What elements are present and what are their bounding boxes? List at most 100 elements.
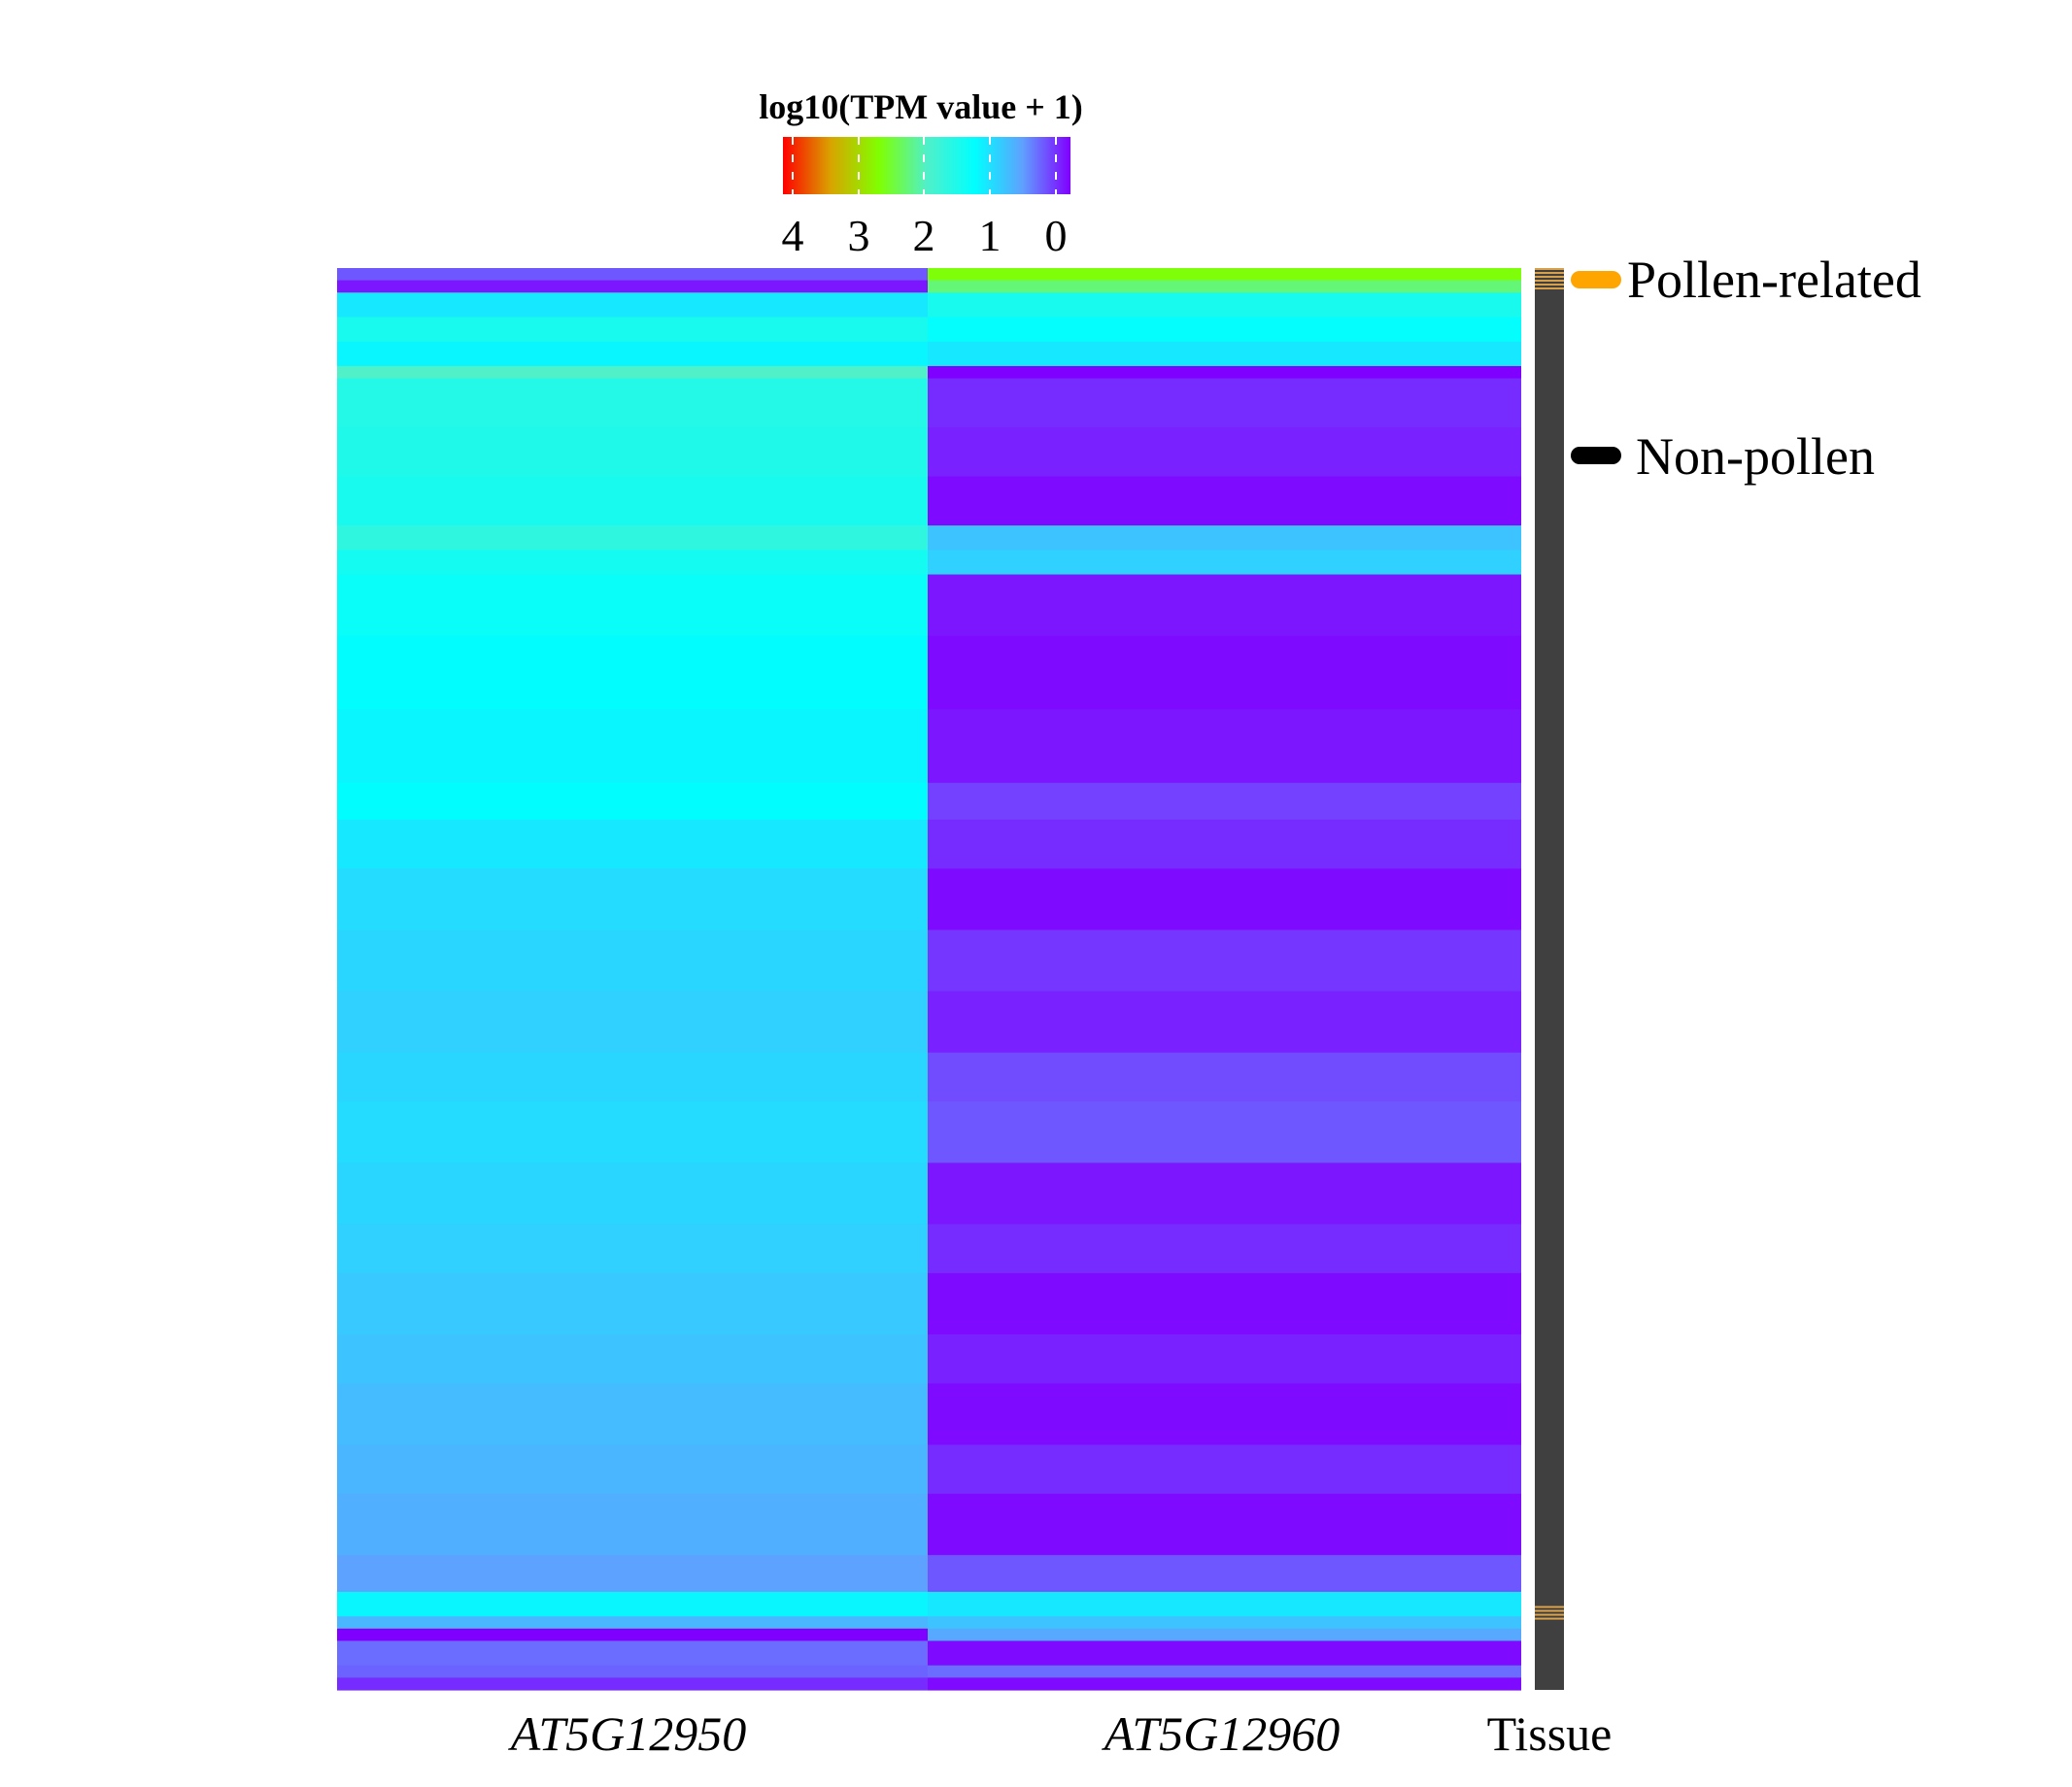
tissue-band-pollen-mark — [1535, 272, 1564, 274]
heatmap-cell-at5g12960 — [928, 365, 1521, 380]
heatmap-cell-at5g12960 — [928, 635, 1521, 710]
heatmap-cell-at5g12960 — [928, 317, 1521, 343]
heatmap-cell-at5g12960 — [928, 525, 1521, 551]
heatmap-cell-at5g12950 — [337, 525, 928, 551]
heatmap-cell-at5g12950 — [337, 929, 928, 993]
heatmap-cell-at5g12960 — [928, 991, 1521, 1054]
legend-swatch-pollen-related — [1571, 271, 1621, 288]
heatmap-cell-at5g12960 — [928, 819, 1521, 870]
heatmap-cell-at5g12960 — [928, 341, 1521, 367]
tissue-band-pollen-mark — [1535, 284, 1564, 286]
colorbar-title: log10(TPM value + 1) — [759, 87, 1082, 126]
heatmap-cell-at5g12960 — [928, 280, 1521, 293]
colorbar-tick-labels: 4 3 2 1 0 — [782, 211, 1068, 260]
heatmap-cell-at5g12950 — [337, 709, 928, 784]
tissue-band-pollen-mark — [1535, 1609, 1564, 1612]
heatmap-cell-at5g12960 — [928, 1665, 1521, 1678]
tissue-band-pollen-mark — [1535, 280, 1564, 282]
heatmap-cell-at5g12960 — [928, 1640, 1521, 1667]
heatmap-cell-at5g12950 — [337, 1665, 928, 1678]
heatmap-cell-at5g12950 — [337, 1444, 928, 1495]
heatmap-cell-at5g12960 — [928, 427, 1521, 478]
heatmap-cell-at5g12950 — [337, 819, 928, 870]
heatmap-cell-at5g12950 — [337, 341, 928, 367]
heatmap-cell-at5g12950 — [337, 1052, 928, 1102]
heatmap-cell-at5g12950 — [337, 1592, 928, 1617]
heatmap-cell-at5g12950 — [337, 378, 928, 428]
heatmap-cell-at5g12960 — [928, 1383, 1521, 1446]
heatmap-cell-at5g12950 — [337, 365, 928, 380]
heatmap-cell-at5g12950 — [337, 1640, 928, 1667]
heatmap-cell-at5g12960 — [928, 1052, 1521, 1102]
heatmap-cell-at5g12950 — [337, 292, 928, 319]
heatmap-cell-at5g12950 — [337, 268, 928, 282]
heatmap-cell-at5g12960 — [928, 574, 1521, 637]
tissue-legend: Pollen-related Non-pollen — [1571, 251, 1921, 486]
heatmap-cell-at5g12950 — [337, 1272, 928, 1335]
heatmap-cell-at5g12960 — [928, 1101, 1521, 1163]
heatmap-cell-at5g12960 — [928, 783, 1521, 821]
heatmap-cell-at5g12960 — [928, 1334, 1521, 1385]
heatmap-cell-at5g12960 — [928, 709, 1521, 784]
heatmap-cell-at5g12950 — [337, 1101, 928, 1163]
colorbar-tick-label: 4 — [782, 211, 804, 260]
heatmap-cell-at5g12950 — [337, 1628, 928, 1642]
heatmap-cell-at5g12950 — [337, 280, 928, 293]
colorbar-tick-label: 3 — [848, 211, 870, 260]
legend-label-pollen-related: Pollen-related — [1627, 251, 1921, 309]
tissue-band-non-pollen — [1535, 268, 1564, 1690]
heatmap-cell-at5g12950 — [337, 574, 928, 637]
heatmap-cell-at5g12950 — [337, 1224, 928, 1274]
tissue-band-pollen-mark — [1535, 1617, 1564, 1620]
column-label-at5g12950: AT5G12950 — [508, 1706, 747, 1761]
heatmap-cell-at5g12950 — [337, 1334, 928, 1385]
heatmap-cell-at5g12950 — [337, 1677, 928, 1691]
heatmap-cell-at5g12950 — [337, 1494, 928, 1556]
heatmap-column-at5g12950 — [337, 268, 928, 1691]
heatmap-cell-at5g12960 — [928, 292, 1521, 319]
tissue-band-pollen-mark — [1535, 268, 1564, 270]
heatmap-cell-at5g12960 — [928, 1163, 1521, 1226]
heatmap-cell-at5g12960 — [928, 1494, 1521, 1556]
tissue-band-pollen-mark — [1535, 1605, 1564, 1608]
heatmap-cell-at5g12950 — [337, 550, 928, 576]
tissue-band-pollen-mark — [1535, 276, 1564, 278]
heatmap-cell-at5g12960 — [928, 1677, 1521, 1691]
heatmap-cell-at5g12960 — [928, 1224, 1521, 1274]
heatmap-cell-at5g12960 — [928, 476, 1521, 526]
legend-label-non-pollen: Non-pollen — [1636, 427, 1875, 486]
tissue-annotation-band — [1535, 268, 1564, 1690]
colorbar-tick-label: 0 — [1045, 211, 1068, 260]
heatmap-cell-at5g12960 — [928, 1628, 1521, 1642]
heatmap-cell-at5g12960 — [928, 1592, 1521, 1617]
heatmap-cell-at5g12950 — [337, 868, 928, 931]
heatmap-cell-at5g12960 — [928, 1616, 1521, 1630]
heatmap-column-at5g12960 — [928, 268, 1521, 1691]
heatmap-cell-at5g12960 — [928, 550, 1521, 576]
heatmap-cell-at5g12950 — [337, 783, 928, 821]
colorbar: log10(TPM value + 1) 4 3 2 1 0 — [759, 87, 1082, 260]
legend-swatch-non-pollen — [1571, 447, 1621, 464]
heatmap-cell-at5g12950 — [337, 991, 928, 1054]
heatmap-cell-at5g12960 — [928, 1555, 1521, 1593]
heatmap-cell-at5g12950 — [337, 1163, 928, 1226]
heatmap-cell-at5g12960 — [928, 1272, 1521, 1335]
heatmap-cell-at5g12960 — [928, 1444, 1521, 1495]
colorbar-gradient — [783, 137, 1070, 194]
colorbar-tick-label: 1 — [979, 211, 1002, 260]
heatmap-cell-at5g12960 — [928, 868, 1521, 931]
column-label-at5g12960: AT5G12960 — [1102, 1706, 1341, 1761]
heatmap-cell-at5g12950 — [337, 427, 928, 478]
tissue-band-pollen-mark — [1535, 1613, 1564, 1616]
heatmap-cell-at5g12960 — [928, 268, 1521, 282]
tissue-band-pollen-mark — [1535, 287, 1564, 289]
heatmap-cell-at5g12950 — [337, 1555, 928, 1593]
heatmap-cell-at5g12960 — [928, 929, 1521, 993]
heatmap-cell-at5g12950 — [337, 1383, 928, 1446]
column-label-tissue: Tissue — [1487, 1706, 1613, 1761]
heatmap-cell-at5g12960 — [928, 378, 1521, 428]
heatmap-cell-at5g12950 — [337, 317, 928, 343]
heatmap-cell-at5g12950 — [337, 1616, 928, 1630]
colorbar-tick-label: 2 — [913, 211, 935, 260]
